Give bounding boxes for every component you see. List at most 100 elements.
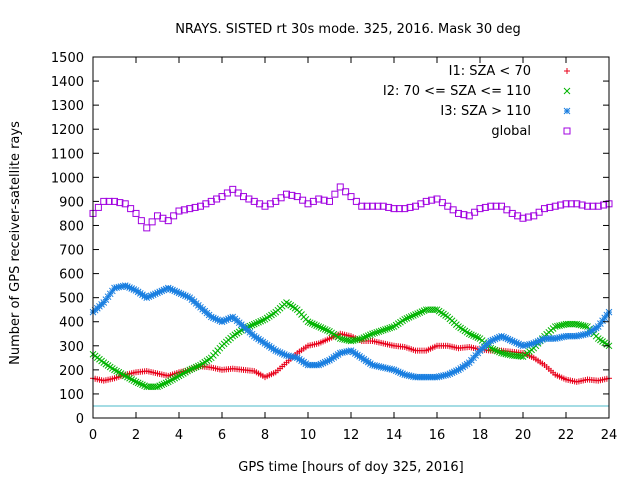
series-2-point — [371, 329, 379, 337]
series-4-point — [207, 197, 215, 205]
series-2-point — [158, 381, 166, 389]
series-2-point — [414, 310, 422, 317]
series-4-point — [250, 197, 258, 205]
series-4-point — [277, 194, 285, 202]
series-4-point — [498, 202, 505, 210]
chart-title: NRAYS. SISTED rt 30s mode. 325, 2016. Ma… — [175, 22, 521, 37]
series-4-point — [444, 202, 452, 210]
series-4-point — [175, 207, 183, 215]
series-4-point — [487, 202, 495, 210]
series-2-point — [186, 366, 194, 374]
series-4-point — [336, 183, 344, 191]
series-2-point — [257, 317, 265, 325]
legend-marker — [564, 68, 570, 74]
series-2-point — [136, 380, 144, 388]
series-2-point — [401, 315, 409, 323]
series-2-point — [470, 332, 477, 340]
series-4-point — [256, 200, 264, 208]
series-2-point — [487, 344, 495, 352]
series-4-point — [503, 206, 511, 214]
legend-label: I1: SZA < 70 — [449, 64, 531, 79]
series-4-point — [546, 203, 554, 211]
series-4-point — [347, 193, 355, 201]
series-2-point — [364, 332, 372, 340]
series-4-point — [111, 197, 118, 205]
series-4-point — [460, 211, 468, 219]
series-4 — [89, 183, 613, 232]
series-2-point — [418, 308, 426, 315]
series-3 — [89, 282, 613, 381]
series-2-point — [360, 334, 368, 341]
y-tick-label: 500 — [59, 292, 84, 307]
series-4-point — [320, 196, 328, 204]
series-4-point — [100, 197, 108, 205]
series-2-point — [409, 312, 417, 319]
series-2-point — [468, 331, 475, 339]
series-4-point — [331, 190, 339, 198]
series-4-point — [180, 206, 188, 214]
series-4-point — [132, 209, 140, 217]
series-4-point — [94, 203, 102, 211]
series-4-point — [455, 209, 462, 217]
series-2-point — [375, 328, 383, 335]
y-tick-label: 1200 — [51, 123, 84, 138]
series-2-point — [188, 365, 196, 373]
series-2-point — [321, 326, 329, 333]
series-4-point — [309, 197, 317, 205]
x-tick-label: 24 — [601, 428, 618, 443]
y-tick-label: 0 — [76, 412, 84, 427]
series-2-point — [384, 325, 391, 333]
series-4-point — [530, 212, 538, 220]
series-4-point — [202, 200, 210, 208]
series-4-point — [127, 205, 135, 213]
series-4-point — [374, 202, 382, 210]
series-4-point — [481, 203, 489, 211]
series-2-point — [194, 362, 202, 370]
y-tick-label: 1500 — [51, 51, 84, 66]
series-4-point — [422, 197, 430, 205]
series-4-point — [492, 202, 500, 210]
series-2-point — [315, 323, 323, 330]
series-4-point — [369, 202, 376, 210]
legend-marker — [563, 107, 571, 115]
series-2-point — [472, 333, 480, 341]
series-4-point — [417, 200, 425, 208]
series-2-point — [317, 324, 325, 331]
x-tick-label: 22 — [558, 428, 575, 443]
series-2-point — [382, 326, 389, 333]
series-4-point — [449, 206, 457, 214]
x-tick-label: 2 — [132, 428, 140, 443]
series-2-point — [489, 345, 497, 353]
series-4-point — [170, 212, 178, 220]
series-2-point — [493, 347, 501, 355]
series-2-point — [259, 316, 267, 324]
series-4-point — [218, 193, 226, 201]
series-4-point — [154, 212, 161, 220]
series-4-point — [288, 191, 296, 199]
series-4-point — [562, 200, 570, 208]
series-4-point — [159, 214, 167, 222]
y-tick-label: 1000 — [51, 171, 84, 186]
legend: I1: SZA < 70 I2: 70 <= SZA <= 110 I3: SZA … — [383, 64, 571, 139]
series-2-point — [319, 325, 327, 332]
series-4-point — [261, 202, 269, 210]
y-tick-label: 800 — [59, 219, 84, 234]
series-4-point — [471, 208, 479, 216]
series-2-point — [304, 318, 312, 326]
series-3-point — [108, 287, 116, 295]
series-4-point — [573, 200, 581, 208]
series-2-point — [308, 320, 316, 328]
series-4-point — [105, 197, 113, 205]
series-2-point — [306, 319, 314, 327]
series-4-point — [137, 217, 145, 225]
x-tick-label: 18 — [472, 428, 489, 443]
series-2-point — [474, 334, 482, 341]
series-2-point — [495, 348, 503, 356]
series-4-point — [234, 189, 242, 197]
series-2-point — [379, 326, 387, 334]
x-tick-label: 0 — [89, 428, 97, 443]
y-tick-label: 700 — [59, 244, 84, 259]
y-tick-label: 1100 — [51, 147, 84, 162]
series-2-point — [517, 353, 525, 360]
